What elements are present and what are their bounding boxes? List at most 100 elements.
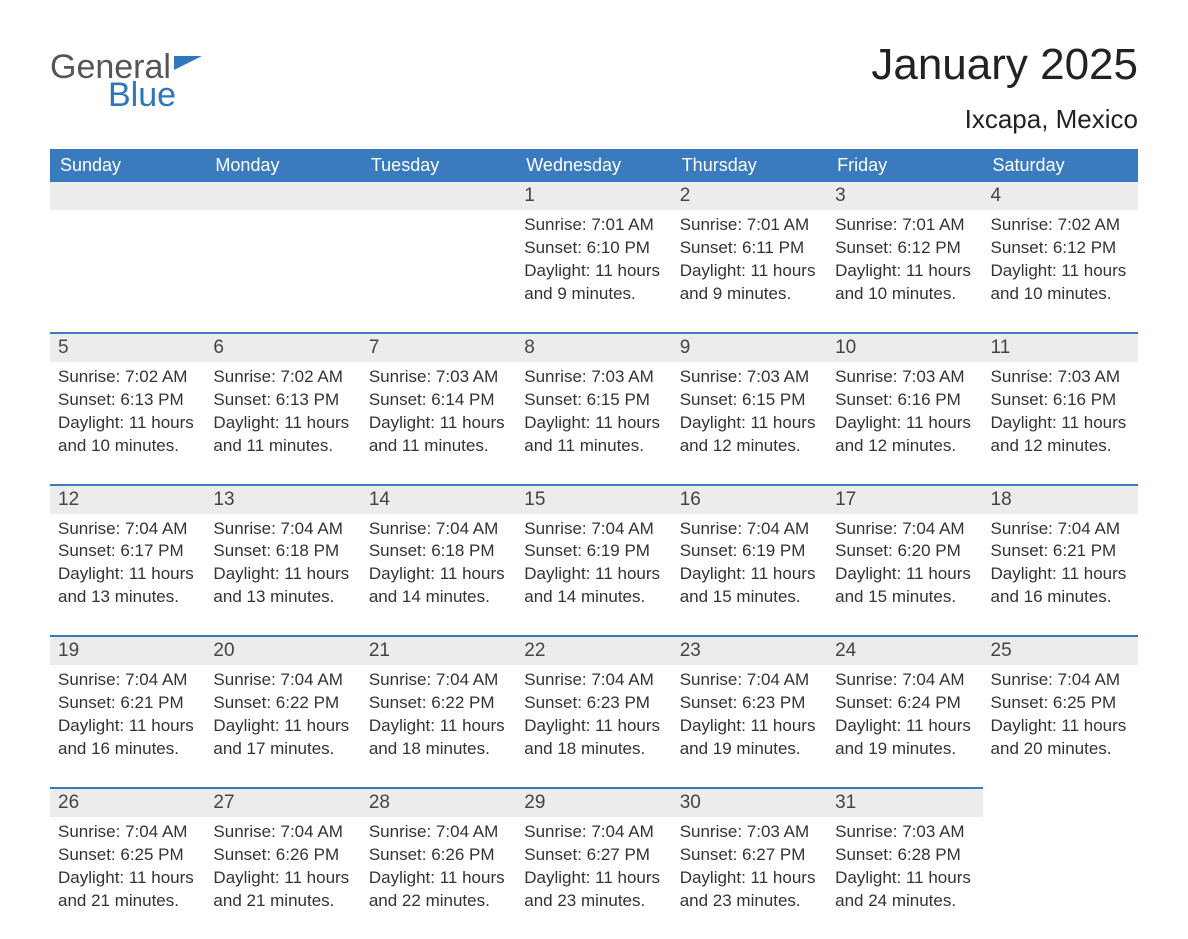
day-line-d2: and 16 minutes. bbox=[991, 586, 1130, 609]
day-body: Sunrise: 7:04 AMSunset: 6:24 PMDaylight:… bbox=[827, 669, 982, 761]
day-line-sr: Sunrise: 7:04 AM bbox=[524, 821, 663, 844]
day-line-d2: and 13 minutes. bbox=[213, 586, 352, 609]
day-number-bar: 7 bbox=[361, 332, 516, 362]
day-line-d2: and 11 minutes. bbox=[213, 435, 352, 458]
day-body: Sunrise: 7:04 AMSunset: 6:27 PMDaylight:… bbox=[516, 821, 671, 913]
day-line-sr: Sunrise: 7:03 AM bbox=[680, 821, 819, 844]
day-line-d2: and 12 minutes. bbox=[835, 435, 974, 458]
calendar-cell: 29Sunrise: 7:04 AMSunset: 6:27 PMDayligh… bbox=[516, 787, 671, 939]
day-line-d1: Daylight: 11 hours bbox=[835, 412, 974, 435]
calendar-cell: 22Sunrise: 7:04 AMSunset: 6:23 PMDayligh… bbox=[516, 635, 671, 787]
day-line-sr: Sunrise: 7:04 AM bbox=[369, 821, 508, 844]
calendar-cell: 7Sunrise: 7:03 AMSunset: 6:14 PMDaylight… bbox=[361, 332, 516, 484]
day-number-bar: 20 bbox=[205, 635, 360, 665]
day-line-d1: Daylight: 11 hours bbox=[58, 867, 197, 890]
weekday-header: Thursday bbox=[672, 149, 827, 182]
day-body: Sunrise: 7:04 AMSunset: 6:21 PMDaylight:… bbox=[983, 518, 1138, 610]
day-line-sr: Sunrise: 7:04 AM bbox=[991, 518, 1130, 541]
day-line-sr: Sunrise: 7:04 AM bbox=[524, 518, 663, 541]
weekday-header: Monday bbox=[205, 149, 360, 182]
day-line-ss: Sunset: 6:22 PM bbox=[369, 692, 508, 715]
day-line-ss: Sunset: 6:18 PM bbox=[369, 540, 508, 563]
calendar-cell: 12Sunrise: 7:04 AMSunset: 6:17 PMDayligh… bbox=[50, 484, 205, 636]
calendar-cell: 21Sunrise: 7:04 AMSunset: 6:22 PMDayligh… bbox=[361, 635, 516, 787]
day-number-bar: 1 bbox=[516, 182, 671, 210]
day-line-d2: and 24 minutes. bbox=[835, 890, 974, 913]
calendar-cell bbox=[361, 182, 516, 332]
calendar-cell: 3Sunrise: 7:01 AMSunset: 6:12 PMDaylight… bbox=[827, 182, 982, 332]
day-number-bar: 3 bbox=[827, 182, 982, 210]
day-line-sr: Sunrise: 7:03 AM bbox=[524, 366, 663, 389]
day-line-sr: Sunrise: 7:01 AM bbox=[524, 214, 663, 237]
day-body: Sunrise: 7:04 AMSunset: 6:22 PMDaylight:… bbox=[361, 669, 516, 761]
day-line-ss: Sunset: 6:19 PM bbox=[680, 540, 819, 563]
day-line-sr: Sunrise: 7:04 AM bbox=[58, 821, 197, 844]
day-number-bar: 30 bbox=[672, 787, 827, 817]
day-line-sr: Sunrise: 7:04 AM bbox=[524, 669, 663, 692]
day-line-d2: and 12 minutes. bbox=[991, 435, 1130, 458]
calendar-cell: 19Sunrise: 7:04 AMSunset: 6:21 PMDayligh… bbox=[50, 635, 205, 787]
day-line-d1: Daylight: 11 hours bbox=[835, 867, 974, 890]
day-line-sr: Sunrise: 7:03 AM bbox=[991, 366, 1130, 389]
day-line-sr: Sunrise: 7:02 AM bbox=[991, 214, 1130, 237]
day-line-d1: Daylight: 11 hours bbox=[524, 412, 663, 435]
day-line-ss: Sunset: 6:28 PM bbox=[835, 844, 974, 867]
day-body: Sunrise: 7:04 AMSunset: 6:18 PMDaylight:… bbox=[361, 518, 516, 610]
day-line-d1: Daylight: 11 hours bbox=[680, 715, 819, 738]
day-body: Sunrise: 7:03 AMSunset: 6:28 PMDaylight:… bbox=[827, 821, 982, 913]
day-body: Sunrise: 7:04 AMSunset: 6:21 PMDaylight:… bbox=[50, 669, 205, 761]
day-line-sr: Sunrise: 7:01 AM bbox=[680, 214, 819, 237]
day-number-bar: 23 bbox=[672, 635, 827, 665]
day-line-sr: Sunrise: 7:04 AM bbox=[991, 669, 1130, 692]
day-body: Sunrise: 7:04 AMSunset: 6:17 PMDaylight:… bbox=[50, 518, 205, 610]
day-line-ss: Sunset: 6:14 PM bbox=[369, 389, 508, 412]
day-line-sr: Sunrise: 7:03 AM bbox=[369, 366, 508, 389]
day-body: Sunrise: 7:04 AMSunset: 6:20 PMDaylight:… bbox=[827, 518, 982, 610]
day-line-ss: Sunset: 6:16 PM bbox=[991, 389, 1130, 412]
calendar-cell: 11Sunrise: 7:03 AMSunset: 6:16 PMDayligh… bbox=[983, 332, 1138, 484]
day-body: Sunrise: 7:04 AMSunset: 6:19 PMDaylight:… bbox=[516, 518, 671, 610]
day-line-sr: Sunrise: 7:04 AM bbox=[58, 518, 197, 541]
calendar-cell: 13Sunrise: 7:04 AMSunset: 6:18 PMDayligh… bbox=[205, 484, 360, 636]
day-line-ss: Sunset: 6:24 PM bbox=[835, 692, 974, 715]
day-number-bar: 31 bbox=[827, 787, 982, 817]
calendar-cell: 8Sunrise: 7:03 AMSunset: 6:15 PMDaylight… bbox=[516, 332, 671, 484]
calendar-cell bbox=[50, 182, 205, 332]
day-line-d2: and 14 minutes. bbox=[524, 586, 663, 609]
title-block: January 2025 Ixcapa, Mexico bbox=[871, 40, 1138, 135]
day-line-d2: and 9 minutes. bbox=[680, 283, 819, 306]
day-line-d1: Daylight: 11 hours bbox=[680, 260, 819, 283]
day-line-d1: Daylight: 11 hours bbox=[680, 412, 819, 435]
day-line-ss: Sunset: 6:13 PM bbox=[213, 389, 352, 412]
calendar-cell bbox=[983, 787, 1138, 939]
day-line-d2: and 17 minutes. bbox=[213, 738, 352, 761]
calendar-cell: 24Sunrise: 7:04 AMSunset: 6:24 PMDayligh… bbox=[827, 635, 982, 787]
day-line-ss: Sunset: 6:21 PM bbox=[991, 540, 1130, 563]
day-line-d1: Daylight: 11 hours bbox=[991, 715, 1130, 738]
weekday-header: Tuesday bbox=[361, 149, 516, 182]
day-line-d1: Daylight: 11 hours bbox=[524, 867, 663, 890]
calendar-cell bbox=[205, 182, 360, 332]
day-number-bar: 8 bbox=[516, 332, 671, 362]
calendar-cell: 25Sunrise: 7:04 AMSunset: 6:25 PMDayligh… bbox=[983, 635, 1138, 787]
calendar-cell: 1Sunrise: 7:01 AMSunset: 6:10 PMDaylight… bbox=[516, 182, 671, 332]
day-line-sr: Sunrise: 7:04 AM bbox=[213, 518, 352, 541]
calendar-cell: 18Sunrise: 7:04 AMSunset: 6:21 PMDayligh… bbox=[983, 484, 1138, 636]
month-title: January 2025 bbox=[871, 40, 1138, 90]
day-line-d1: Daylight: 11 hours bbox=[680, 867, 819, 890]
calendar-week-row: 5Sunrise: 7:02 AMSunset: 6:13 PMDaylight… bbox=[50, 332, 1138, 484]
day-body: Sunrise: 7:03 AMSunset: 6:16 PMDaylight:… bbox=[983, 366, 1138, 458]
calendar-week-row: 19Sunrise: 7:04 AMSunset: 6:21 PMDayligh… bbox=[50, 635, 1138, 787]
day-line-d2: and 23 minutes. bbox=[680, 890, 819, 913]
day-line-sr: Sunrise: 7:04 AM bbox=[213, 821, 352, 844]
day-line-sr: Sunrise: 7:01 AM bbox=[835, 214, 974, 237]
day-line-sr: Sunrise: 7:04 AM bbox=[835, 669, 974, 692]
day-body: Sunrise: 7:04 AMSunset: 6:25 PMDaylight:… bbox=[50, 821, 205, 913]
day-number-bar: 16 bbox=[672, 484, 827, 514]
day-line-d1: Daylight: 11 hours bbox=[835, 563, 974, 586]
day-line-d1: Daylight: 11 hours bbox=[835, 715, 974, 738]
day-line-ss: Sunset: 6:20 PM bbox=[835, 540, 974, 563]
day-line-d1: Daylight: 11 hours bbox=[213, 412, 352, 435]
day-line-ss: Sunset: 6:26 PM bbox=[369, 844, 508, 867]
day-number-bar: 28 bbox=[361, 787, 516, 817]
